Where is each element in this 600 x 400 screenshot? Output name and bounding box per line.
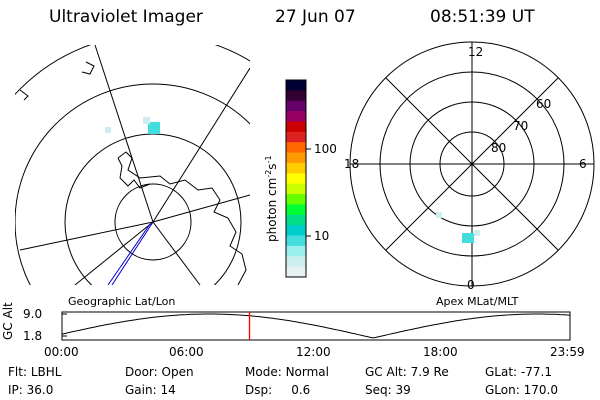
colorbar-band [286,173,306,185]
altitude-curve [62,313,570,339]
colorbar-band [286,152,306,164]
meridian [152,67,250,223]
observation-time: 08:51:39 UT [430,7,535,27]
colorbar-band [286,111,306,122]
colorbar-tick-label: 100 [314,142,337,156]
colorbar-band [286,214,306,226]
colorbar-band [286,100,306,112]
altitude-xtick: 23:59 [550,345,585,359]
lat-circle-outer [15,83,250,285]
status-filter: Flt: LBHL [8,365,62,379]
colorbar-band [286,256,306,268]
instrument-title: Ultraviolet Imager [49,7,203,27]
aurora-spot [105,127,111,133]
altitude-ytick: 1.8 [23,329,43,343]
mlt-label-12: 12 [468,45,484,59]
aurora-spot [436,212,442,218]
status-glon: GLon: 170.0 [485,383,558,397]
aurora-spot [462,233,474,243]
colorbar-band [286,183,306,195]
colorbar-band [286,142,306,154]
colorbar-band [286,245,306,257]
colorbar-band [286,121,306,133]
status-dsp: Dsp: 0.6 [245,383,311,397]
status-glat: GLat: -77.1 [485,365,552,379]
colorbar-band [286,162,306,174]
colorbar-band [286,131,306,143]
colorbar-band [286,225,306,237]
ground-track [107,223,151,285]
altitude-ylabel: GC Alt [1,302,15,340]
status-gc-alt: GC Alt: 7.9 Re [365,365,449,379]
coastline [19,89,29,101]
colorbar-band [286,90,306,102]
colorbar-band [286,204,306,216]
mlt-line-diag [385,77,559,251]
lat-circle-inner [114,183,192,261]
status-seq: Seq: 39 [365,383,411,397]
observation-date: 27 Jun 07 [275,7,356,27]
mlat-label: 70 [513,119,529,133]
coastline [117,151,247,285]
mlat-label: 60 [536,97,552,111]
coastline [117,157,151,189]
altitude-xtick: 12:00 [296,345,331,359]
meridian [152,194,250,223]
mlt-label-0: 0 [467,278,475,292]
coastline [81,61,95,75]
mlt-label-18: 18 [344,157,360,171]
ground-track [111,221,154,285]
polar-plot [349,41,595,287]
mlt-label-6: 6 [579,157,587,171]
aurora-spot [143,117,150,124]
colorbar-unit-label: photon cm-2s-1 [264,155,279,242]
colorbar-tick-label: 10 [314,229,330,243]
meridian [74,221,154,285]
geo-map-label: Geographic Lat/Lon [68,295,176,308]
meridian [19,221,154,251]
geographic-map [15,45,250,285]
altitude-xtick: 00:00 [44,345,79,359]
colorbar-band [286,235,306,247]
mlat-label: 80 [491,141,507,155]
status-mode: Mode: Normal [245,365,329,379]
colorbar-band [286,80,306,91]
altitude-xtick: 18:00 [423,345,458,359]
status-ip: IP: 36.0 [8,383,54,397]
colorbar-frame [285,79,307,278]
altitude-ytick: 9.0 [23,307,43,321]
colorbar-band [286,194,306,205]
meridian [152,221,201,285]
polar-plot-label: Apex MLat/MLT [436,295,519,308]
aurora-spot [148,122,160,134]
colorbar-band [286,266,306,278]
altitude-xtick: 06:00 [169,345,204,359]
status-door: Door: Open [125,365,194,379]
altitude-panel [61,311,571,341]
meridian [94,45,154,223]
colorbar [286,80,306,278]
aurora-spot [474,230,480,236]
status-gain: Gain: 14 [125,383,176,397]
